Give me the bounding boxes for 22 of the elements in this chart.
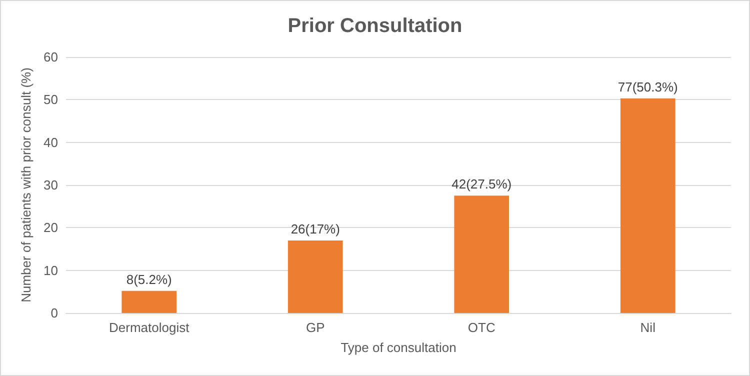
data-label: 42(27.5%) <box>452 176 512 192</box>
bar <box>122 290 177 313</box>
data-label: 8(5.2%) <box>126 272 172 287</box>
y-tick-label: 60 <box>44 50 58 64</box>
y-tick-label: 0 <box>50 306 58 320</box>
y-tick-label: 50 <box>44 92 58 108</box>
y-tick-label: 20 <box>44 220 58 236</box>
bar <box>454 196 510 313</box>
x-tick-label: OTC <box>468 320 496 335</box>
y-tick-label: 40 <box>44 134 58 150</box>
chart-title: Prior Consultation <box>288 15 462 37</box>
x-tick-label: Dermatologist <box>109 320 190 335</box>
x-tick-label: Nil <box>640 320 656 335</box>
data-label: 26(17%) <box>290 221 340 236</box>
data-label: 77(50.3%) <box>618 79 678 94</box>
x-axis-title: Type of consultation <box>340 340 456 355</box>
y-tick-label: 30 <box>44 178 58 192</box>
bar <box>620 98 676 313</box>
y-axis-title: Number of patients with prior consult (%) <box>18 68 34 302</box>
bar <box>288 240 343 313</box>
y-tick-label: 10 <box>44 262 58 278</box>
x-tick-label: GP <box>306 320 325 335</box>
